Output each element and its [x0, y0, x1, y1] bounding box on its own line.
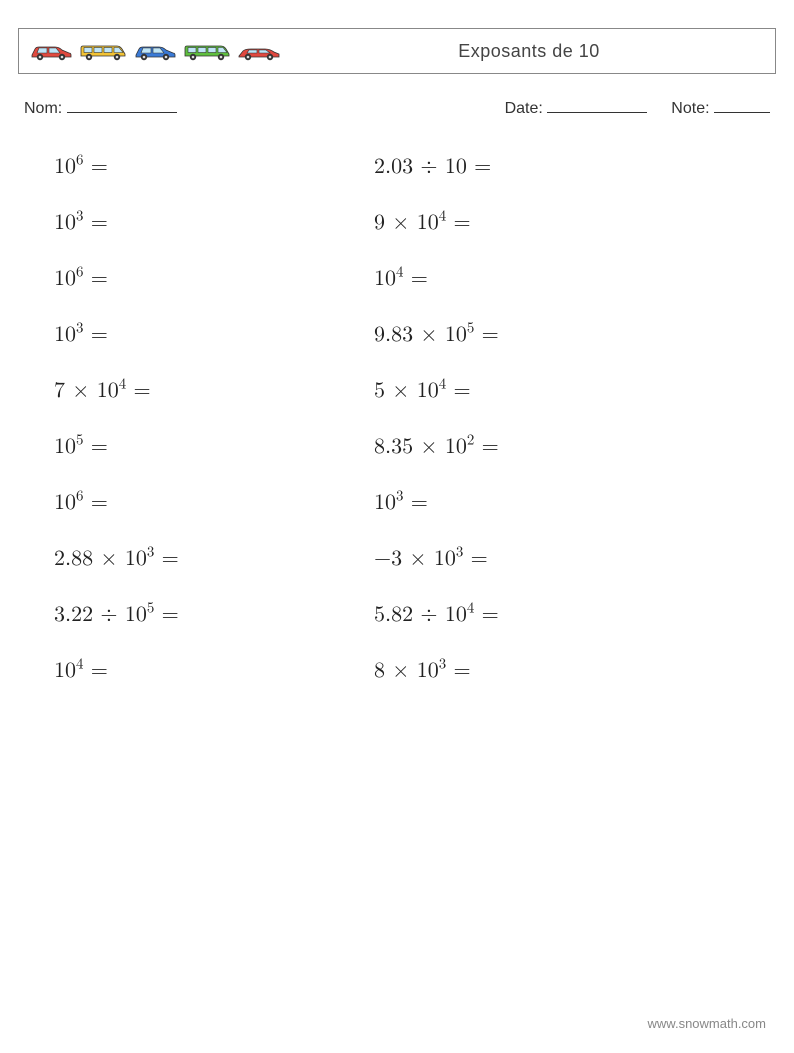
problem-item: 106 =: [54, 154, 354, 180]
date-blank[interactable]: [547, 98, 647, 113]
problem-item: 103 =: [54, 322, 354, 348]
car-icon-red: [29, 40, 73, 62]
problem-item: 2.88 × 103 =: [54, 546, 354, 572]
problem-item: 9 × 104 =: [374, 210, 674, 236]
name-blank[interactable]: [67, 98, 177, 113]
problem-item: 3.22 ÷ 105 =: [54, 602, 354, 628]
car-icon-red-sport: [237, 40, 281, 62]
problem-item: 9.83 × 105 =: [374, 322, 674, 348]
problem-item: 8 × 103 =: [374, 658, 674, 684]
note-field: Note:: [671, 98, 770, 118]
problems-grid: 106 = 2.03 ÷ 10 = 103 = 9 × 104 = 106 = 104 =…: [18, 154, 776, 684]
worksheet-title: Exposants de 10: [379, 41, 679, 62]
info-line: Nom: Date: Note:: [18, 98, 776, 118]
header-box: Exposants de 10: [18, 28, 776, 74]
problem-item: 103 =: [374, 490, 674, 516]
problem-item: 104 =: [374, 266, 674, 292]
problem-item: 103 =: [54, 210, 354, 236]
footer-url: www.snowmath.com: [648, 1016, 766, 1031]
problem-item: 106 =: [54, 266, 354, 292]
problem-item: −3 × 103 =: [374, 546, 674, 572]
header-icons: [19, 40, 281, 62]
note-blank[interactable]: [714, 98, 770, 113]
problem-item: 105 =: [54, 434, 354, 460]
problem-item: 5 × 104 =: [374, 378, 674, 404]
note-label: Note:: [671, 100, 709, 117]
name-label: Nom:: [24, 100, 62, 117]
car-icon-yellow-van: [79, 40, 127, 62]
problem-item: 2.03 ÷ 10 =: [374, 154, 674, 180]
name-field: Nom:: [24, 98, 505, 118]
car-icon-blue: [133, 40, 177, 62]
problem-item: 106 =: [54, 490, 354, 516]
problem-item: 7 × 104 =: [54, 378, 354, 404]
date-label: Date:: [505, 100, 543, 117]
date-field: Date:: [505, 98, 648, 118]
problem-item: 5.82 ÷ 104 =: [374, 602, 674, 628]
problem-item: 104 =: [54, 658, 354, 684]
problem-item: 8.35 × 102 =: [374, 434, 674, 460]
car-icon-green-van: [183, 40, 231, 62]
